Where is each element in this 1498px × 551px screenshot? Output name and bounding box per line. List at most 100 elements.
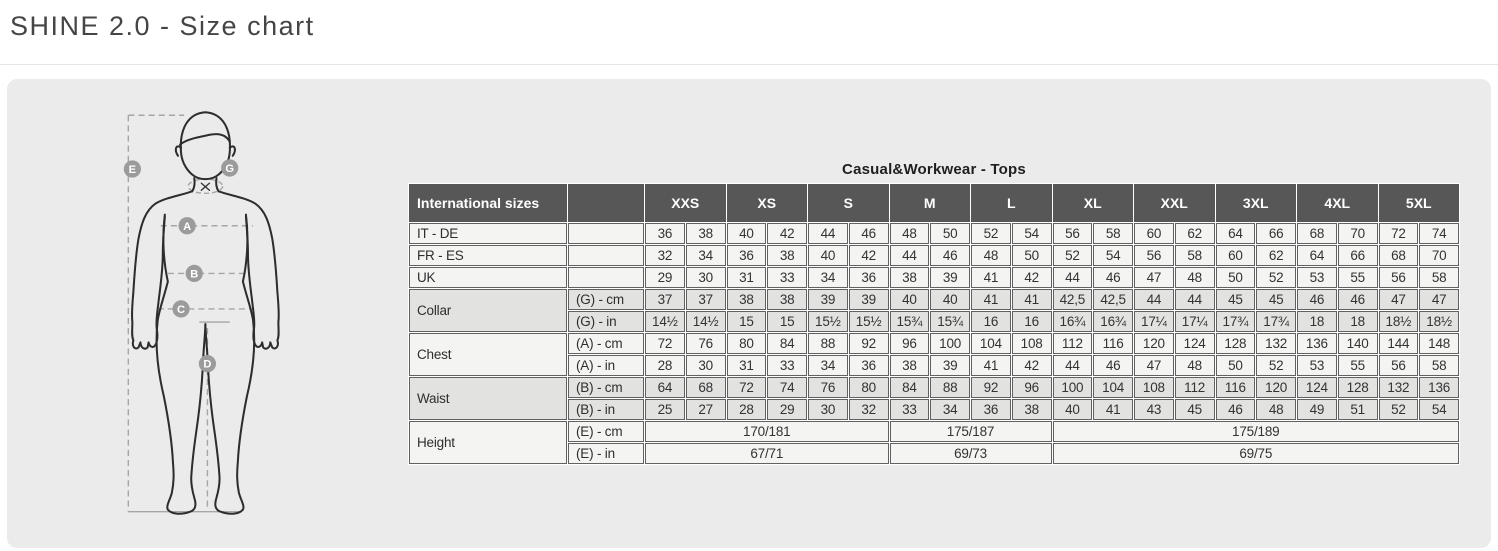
- measure-label: (E) - cm: [568, 421, 644, 442]
- value-cell: 18: [1337, 311, 1378, 332]
- value-cell: 60: [1215, 245, 1256, 266]
- badge-chest-a: A: [178, 217, 196, 235]
- value-cell: 54: [1093, 245, 1133, 266]
- left-body-outline: [155, 213, 207, 515]
- table-row: (A) - in 28 30 31 33 34 36 38 39 41 42 44 46 47 48 50 52…: [409, 355, 1459, 376]
- value-cell: 38: [685, 223, 726, 244]
- table-row: (B) - in 25 27 28 29 30 32 33 34 36 38 40 41 43 45 46 48…: [409, 399, 1459, 420]
- measure-label: (G) - in: [568, 311, 644, 332]
- svg-text:A: A: [183, 221, 191, 233]
- value-cell: 49: [1297, 399, 1337, 420]
- value-cell: 60: [1134, 223, 1174, 244]
- value-cell: 54: [1419, 399, 1459, 420]
- value-cell: 42: [767, 223, 807, 244]
- value-cell: 44: [889, 245, 930, 266]
- value-cell: 76: [808, 377, 848, 398]
- value-cell: 16: [1011, 311, 1052, 332]
- value-cell: 66: [1337, 245, 1378, 266]
- table-row: FR - ES 32 34 36 38 40 42 44 46 48 50 52 54 56 58 60 62 6…: [409, 245, 1459, 266]
- value-cell: 64: [1215, 223, 1256, 244]
- value-cell: 44: [1174, 289, 1215, 310]
- table-row: UK 29 30 31 33 34 36 38 39 41 42 44 46 47 48 50 52 53 55 56…: [409, 267, 1459, 288]
- value-cell: 40: [726, 223, 767, 244]
- value-cell: 15½: [808, 311, 848, 332]
- size-header: XXL: [1134, 184, 1215, 222]
- value-cell: 41: [971, 355, 1011, 376]
- row-label: FR - ES: [409, 245, 567, 266]
- size-header: XXS: [645, 184, 726, 222]
- value-cell: 36: [848, 355, 889, 376]
- value-cell: 68: [685, 377, 726, 398]
- value-cell: 17¾: [1215, 311, 1256, 332]
- value-cell: 100: [1052, 377, 1093, 398]
- value-cell: 41: [1093, 399, 1133, 420]
- value-cell: 46: [848, 223, 889, 244]
- value-cell: 14½: [645, 311, 685, 332]
- svg-text:B: B: [190, 268, 198, 280]
- measure-label: (G) - cm: [568, 289, 644, 310]
- value-cell: 18: [1297, 311, 1337, 332]
- value-cell: 46: [1215, 399, 1256, 420]
- value-cell: 42,5: [1093, 289, 1133, 310]
- value-cell: 56: [1378, 267, 1419, 288]
- value-cell: 108: [1134, 377, 1174, 398]
- value-cell: 48: [1174, 267, 1215, 288]
- value-cell: 40: [930, 289, 970, 310]
- value-cell: 41: [971, 267, 1011, 288]
- value-cell: 16¾: [1093, 311, 1133, 332]
- corner-header: International sizes: [409, 184, 567, 222]
- value-cell: 136: [1297, 333, 1337, 354]
- value-cell: 56: [1052, 223, 1093, 244]
- value-cell: 96: [1011, 377, 1052, 398]
- value-cell: 41: [1011, 289, 1052, 310]
- value-cell: 140: [1337, 333, 1378, 354]
- collar-mark: [200, 182, 211, 191]
- value-cell: 175/189: [1052, 421, 1459, 442]
- value-cell: 14½: [685, 311, 726, 332]
- value-cell: 39: [930, 355, 970, 376]
- value-cell: 175/187: [889, 421, 1052, 442]
- value-cell: 170/181: [645, 421, 889, 442]
- value-cell: 30: [685, 355, 726, 376]
- value-cell: 68: [1378, 245, 1419, 266]
- value-cell: 40: [1052, 399, 1093, 420]
- row-group-label: Height: [409, 421, 567, 464]
- table-row: (E) - in 67/71 69/73 69/75: [409, 443, 1459, 464]
- value-cell: 136: [1419, 377, 1459, 398]
- value-cell: 44: [1134, 289, 1174, 310]
- value-cell: 48: [1174, 355, 1215, 376]
- value-cell: 50: [1215, 267, 1256, 288]
- value-cell: 46: [1337, 289, 1378, 310]
- value-cell: 56: [1134, 245, 1174, 266]
- value-cell: 84: [767, 333, 807, 354]
- size-table: International sizes XXS XS S M L XL XXL 3XL 4XL 5X…: [408, 183, 1460, 465]
- value-cell: 40: [808, 245, 848, 266]
- value-cell: 39: [808, 289, 848, 310]
- measure-label: [568, 223, 644, 244]
- value-cell: 44: [1052, 267, 1093, 288]
- value-cell: 38: [767, 289, 807, 310]
- value-cell: 15: [767, 311, 807, 332]
- value-cell: 17¼: [1174, 311, 1215, 332]
- value-cell: 44: [1052, 355, 1093, 376]
- value-cell: 46: [1297, 289, 1337, 310]
- value-cell: 72: [645, 333, 685, 354]
- size-header: 3XL: [1215, 184, 1296, 222]
- measurement-badges: E G A B C D: [123, 159, 239, 373]
- page-header-bar: SHINE 2.0 - Size chart: [0, 0, 1498, 65]
- value-cell: 38: [889, 267, 930, 288]
- value-cell: 38: [726, 289, 767, 310]
- value-cell: 29: [645, 267, 685, 288]
- value-cell: 92: [971, 377, 1011, 398]
- value-cell: 36: [726, 245, 767, 266]
- value-cell: 31: [726, 355, 767, 376]
- badge-collar-g: G: [221, 159, 239, 177]
- right-arm-outline: [217, 190, 280, 350]
- value-cell: 52: [1256, 267, 1296, 288]
- value-cell: 50: [930, 223, 970, 244]
- value-cell: 74: [1419, 223, 1459, 244]
- value-cell: 17¾: [1256, 311, 1296, 332]
- value-cell: 104: [1093, 377, 1133, 398]
- value-cell: 53: [1297, 355, 1337, 376]
